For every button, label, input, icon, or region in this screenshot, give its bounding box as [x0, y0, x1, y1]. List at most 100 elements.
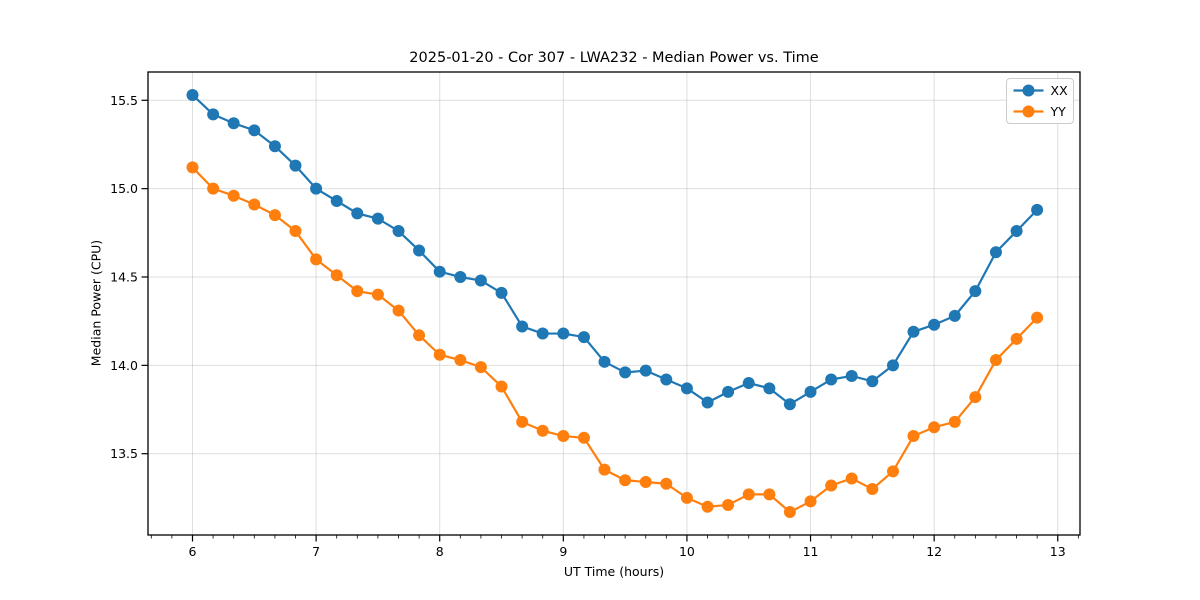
series-XX-marker — [1031, 203, 1044, 216]
series-XX-marker — [928, 318, 941, 331]
series-YY-marker — [392, 304, 405, 317]
series-YY-marker — [825, 479, 838, 492]
series-YY-marker — [516, 415, 529, 428]
series-XX-marker — [969, 285, 982, 298]
series-YY-marker — [989, 354, 1002, 367]
series-XX-marker — [722, 385, 735, 398]
series-YY-marker — [454, 354, 467, 367]
gridlines — [148, 72, 1080, 535]
series-XX-marker — [207, 108, 220, 121]
y-tick-label: 14.5 — [110, 269, 138, 284]
y-tick-label: 15.0 — [110, 181, 138, 196]
series-XX-marker — [825, 373, 838, 386]
series-YY-marker — [433, 348, 446, 361]
y-tick-label: 15.5 — [110, 93, 138, 108]
x-axis-label: UT Time (hours) — [563, 564, 665, 579]
x-tick-label: 11 — [803, 544, 819, 559]
legend: XX YY — [1006, 78, 1074, 124]
series-YY-marker — [804, 495, 817, 508]
series-XX-marker — [289, 159, 302, 172]
series-YY-marker — [845, 472, 858, 485]
series-XX-marker — [763, 382, 776, 395]
series-XX-marker — [248, 124, 261, 137]
y-tick-label: 14.0 — [110, 358, 138, 373]
x-tick-label: 8 — [436, 544, 444, 559]
series-YY-marker — [495, 380, 508, 393]
chart-title: 2025-01-20 - Cor 307 - LWA232 - Median P… — [409, 50, 819, 66]
series-XX-marker — [474, 274, 487, 287]
legend-item-XX: XX — [1013, 83, 1069, 98]
legend-marker-swatch — [1022, 84, 1035, 97]
series-YY-marker — [413, 329, 426, 342]
series-YY-marker — [969, 391, 982, 404]
series-YY-marker — [268, 209, 281, 222]
series-YY-marker — [207, 182, 220, 195]
series-XX — [186, 88, 1044, 411]
series-XX-marker — [598, 355, 611, 368]
series-YY-marker — [783, 506, 796, 519]
y-tick-labels: 13.5 14.0 14.5 15.0 15.5 — [110, 93, 138, 461]
series-XX-marker — [742, 377, 755, 390]
series-YY-marker — [536, 424, 549, 437]
series-YY-marker — [577, 431, 590, 444]
series-YY-marker — [886, 465, 899, 478]
x-tick-label: 7 — [312, 544, 320, 559]
y-axis-label: Median Power (CPU) — [88, 239, 104, 367]
series-YY-marker — [660, 477, 673, 490]
x-tick-label: 12 — [926, 544, 942, 559]
series-XX-marker — [619, 366, 632, 379]
series-XX-marker — [310, 182, 323, 195]
series-YY-marker — [289, 225, 302, 238]
series-XX-marker — [433, 265, 446, 278]
series-XX-marker — [536, 327, 549, 340]
legend-item-YY: YY — [1013, 104, 1067, 119]
series-XX-marker — [886, 359, 899, 372]
series-YY-marker — [330, 269, 343, 282]
x-tick-label: 13 — [1050, 544, 1066, 559]
series-XX-marker — [907, 325, 920, 338]
x-tick-label: 9 — [559, 544, 567, 559]
series-XX-marker — [413, 244, 426, 257]
series-XX-marker — [948, 309, 961, 322]
series-YY-marker — [619, 474, 632, 487]
series-XX-marker — [577, 331, 590, 344]
series-YY-marker — [248, 198, 261, 211]
plot-border — [147, 71, 1081, 536]
series-XX-marker — [680, 382, 693, 395]
x-tick-labels: 6 7 8 9 10 11 12 13 — [189, 544, 1066, 559]
series-XX-marker — [351, 207, 364, 220]
series-XX-marker — [268, 140, 281, 153]
series-YY-marker — [1010, 332, 1023, 345]
series-XX-marker — [989, 246, 1002, 259]
series-XX-marker — [660, 373, 673, 386]
series-YY-marker — [1031, 311, 1044, 324]
legend-label: XX — [1051, 83, 1069, 98]
series-YY-marker — [742, 488, 755, 501]
series-XX-marker — [804, 385, 817, 398]
x-tick-label: 6 — [189, 544, 197, 559]
axis-ticks — [141, 99, 1079, 542]
series-YY-marker — [371, 288, 384, 301]
series-XX-marker — [330, 195, 343, 208]
series-XX-marker — [701, 396, 714, 409]
series-XX-marker — [845, 369, 858, 382]
series-XX-marker — [1010, 225, 1023, 238]
series-YY-marker — [310, 253, 323, 266]
legend-label: YY — [1050, 104, 1067, 119]
series-YY-marker — [227, 189, 240, 202]
series-XX-marker — [639, 364, 652, 377]
series-XX-marker — [371, 212, 384, 225]
series-YY-line — [191, 166, 1039, 514]
series-XX-marker — [516, 320, 529, 333]
series-YY-marker — [701, 500, 714, 513]
series-XX-marker — [186, 88, 199, 101]
series-YY-marker — [474, 361, 487, 374]
series-YY — [186, 161, 1044, 519]
series-YY-marker — [351, 285, 364, 298]
series-XX-marker — [392, 225, 405, 238]
series-XX-marker — [227, 117, 240, 130]
y-tick-label: 13.5 — [110, 446, 138, 461]
series-XX-marker — [495, 286, 508, 299]
